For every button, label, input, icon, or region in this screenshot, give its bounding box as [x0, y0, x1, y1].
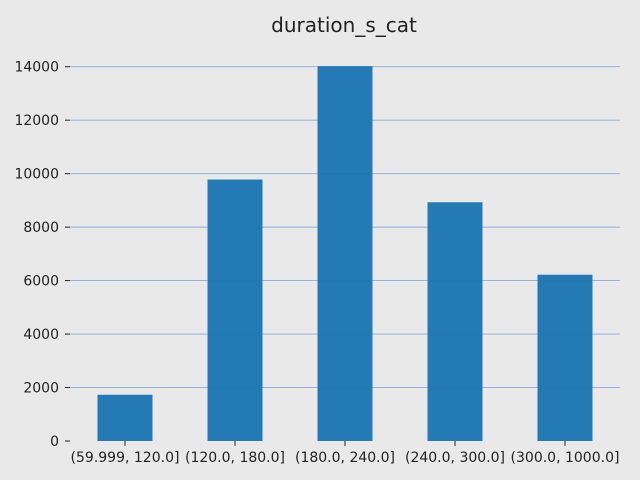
y-tick-label: 4000: [23, 327, 59, 343]
axes: 0 2000 4000 6000 8000 10000 12000 14000 (59.999,…: [14, 60, 619, 466]
bar: [97, 394, 153, 441]
y-tick-label: 6000: [23, 274, 59, 290]
bar: [427, 202, 483, 441]
bars: [97, 66, 593, 441]
y-tick-label: 10000: [14, 167, 59, 183]
bar: [207, 179, 263, 441]
chart-title: duration_s_cat: [271, 13, 417, 37]
y-tick-label: 8000: [23, 220, 59, 236]
y-tick-label: 0: [50, 434, 59, 450]
x-tick-label: (300.0, 1000.0]: [511, 450, 620, 466]
bar: [317, 66, 373, 441]
y-tick-label: 14000: [14, 60, 59, 76]
x-tick-label: (180.0, 240.0]: [295, 450, 395, 466]
x-tick-label: (59.999, 120.0]: [71, 450, 180, 466]
x-tick-label: (120.0, 180.0]: [185, 450, 285, 466]
bar: [537, 274, 593, 441]
y-tick-label: 12000: [14, 113, 59, 129]
x-tick-label: (240.0, 300.0]: [405, 450, 505, 466]
y-tick-label: 2000: [23, 381, 59, 397]
